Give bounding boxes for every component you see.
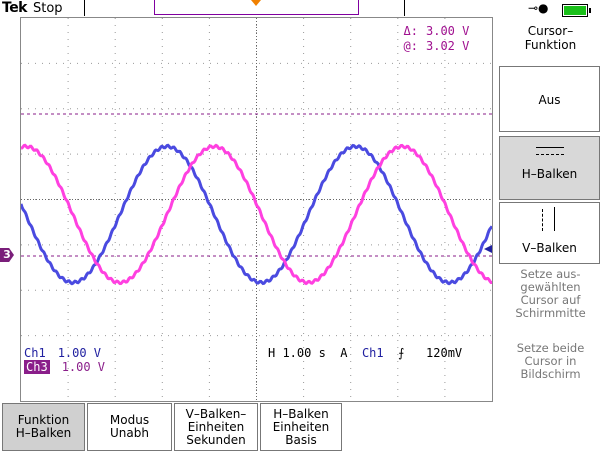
button-label: Aus	[538, 93, 561, 107]
ch3-scale: 1.00 V	[61, 360, 106, 374]
at-label: @:	[403, 39, 418, 53]
cursor-off-button[interactable]: Aus	[499, 66, 600, 132]
timebase-readout: H 1.00 s A Ch1 ⨍ 120mV	[268, 346, 462, 360]
rising-edge-icon: ⨍	[398, 346, 405, 360]
channel-scale-readout: Ch1 1.00 V Ch3 1.00 V	[24, 346, 105, 374]
at-value: 3.02 V	[426, 39, 470, 53]
button-label: V–Balken	[522, 241, 577, 255]
v-bars-button[interactable]: V–Balken	[499, 202, 600, 264]
ch1-scale: 1.00 V	[57, 346, 102, 360]
divider	[404, 0, 405, 16]
h-bars-button[interactable]: H–Balken	[499, 136, 600, 200]
trigger-position-icon	[251, 0, 261, 6]
bottom-menu: Funktion H–Balken Modus Unabh V–Balken– …	[0, 402, 604, 453]
trigger-source: Ch1	[361, 346, 384, 360]
trigger-level: 120mV	[426, 346, 463, 360]
h-bar-units-button[interactable]: H–Balken Einheiten Basis	[260, 403, 342, 451]
mode-button[interactable]: Modus Unabh	[87, 403, 172, 451]
run-state: Stop	[33, 1, 63, 16]
button-label: H–Balken	[521, 167, 578, 181]
trace-ch3	[21, 143, 492, 286]
trace-ch1	[21, 143, 492, 286]
waveform-plot	[21, 18, 492, 401]
status-bar: Tek Stop ⊸●	[0, 0, 604, 18]
v-bar-icon	[500, 207, 599, 233]
ch1-label: Ch1	[24, 346, 46, 360]
delta-value: 3.00 V	[426, 24, 470, 38]
side-menu-title: Cursor– Funktion	[524, 24, 577, 52]
ch1-level-marker	[484, 245, 492, 253]
record-window-indicator	[154, 0, 359, 15]
v-bar-units-button[interactable]: V–Balken– Einheiten Sekunden	[174, 403, 258, 451]
hint-center-cursor[interactable]: Setze aus- gewählten Cursor auf Schirmmi…	[515, 267, 586, 320]
divider	[84, 0, 85, 16]
acq-mode: A	[340, 346, 348, 360]
delta-label: Δ:	[403, 24, 418, 38]
ac-plug-icon: ⊸●	[528, 1, 549, 15]
battery-icon	[562, 4, 591, 17]
side-menu: Cursor– Funktion Aus H–Balken V–Balken S…	[497, 18, 604, 401]
hint-both-cursors[interactable]: Setze beide Cursor in Bildschirm	[516, 341, 585, 381]
h-bar-icon	[535, 147, 564, 148]
h-bar-dashed-icon	[535, 154, 564, 155]
function-button[interactable]: Funktion H–Balken	[2, 403, 85, 451]
waveform-display[interactable]	[20, 17, 493, 402]
ch3-label: Ch3	[24, 360, 50, 374]
ch3-ground-marker[interactable]: 3	[0, 248, 14, 262]
horizontal-scale: H 1.00 s	[268, 346, 326, 360]
cursor-readout: Δ: 3.00 V @: 3.02 V	[378, 24, 470, 54]
brand-logo: Tek	[2, 0, 28, 16]
